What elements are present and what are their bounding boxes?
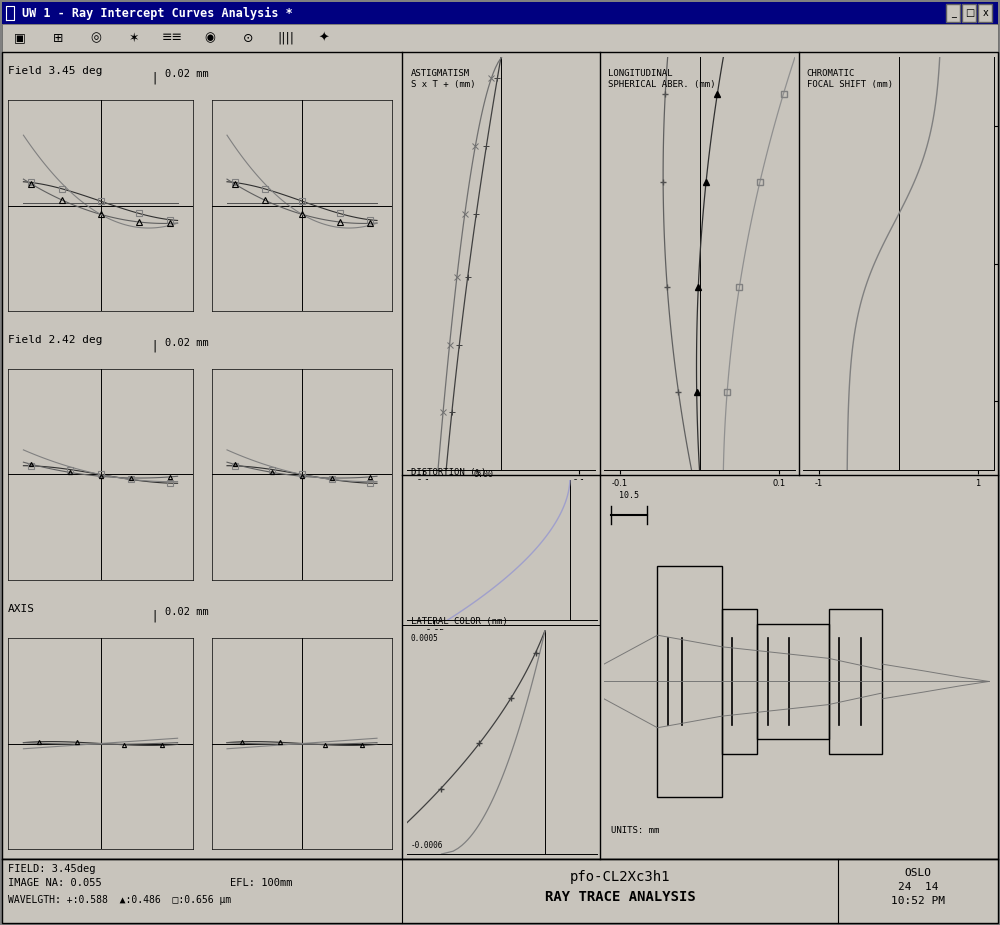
Text: 0.02 mm: 0.02 mm <box>165 607 209 617</box>
Bar <box>978 4 992 22</box>
Text: ⊙: ⊙ <box>243 31 253 44</box>
Bar <box>2 52 998 859</box>
Bar <box>946 4 960 22</box>
Text: □: □ <box>965 8 975 18</box>
Text: pfo-CL2Xc3h1: pfo-CL2Xc3h1 <box>570 870 670 884</box>
Bar <box>657 566 722 797</box>
Text: 10:52 PM: 10:52 PM <box>891 896 945 906</box>
Text: Field 3.45 deg: Field 3.45 deg <box>8 66 103 76</box>
Text: DISTORTION (%): DISTORTION (%) <box>411 468 486 477</box>
Bar <box>757 623 829 739</box>
Bar <box>2 859 998 923</box>
Text: UNITS: mm: UNITS: mm <box>611 826 660 835</box>
Text: ✦: ✦ <box>319 31 329 44</box>
Text: Field 2.42 deg: Field 2.42 deg <box>8 335 103 345</box>
Text: FIELD: 3.45deg: FIELD: 3.45deg <box>8 864 96 874</box>
Bar <box>2 24 998 52</box>
Text: ⊞: ⊞ <box>53 31 63 44</box>
Text: AXIS: AXIS <box>8 604 35 614</box>
Text: 10.5: 10.5 <box>619 491 639 500</box>
Text: 24  14: 24 14 <box>898 882 938 892</box>
Text: ◎: ◎ <box>91 31 101 44</box>
Text: |: | <box>153 71 157 84</box>
Bar <box>2 2 998 24</box>
Text: LONGITUDINAL
SPHERICAL ABER. (mm): LONGITUDINAL SPHERICAL ABER. (mm) <box>608 69 715 89</box>
Text: RAY TRACE ANALYSIS: RAY TRACE ANALYSIS <box>545 890 695 904</box>
Text: CHROMATIC
FOCAL SHIFT (mm): CHROMATIC FOCAL SHIFT (mm) <box>807 69 893 89</box>
Text: _: _ <box>952 8 956 18</box>
Bar <box>962 4 976 22</box>
Text: 0.02 mm: 0.02 mm <box>165 69 209 79</box>
Text: -0.0006: -0.0006 <box>411 841 443 849</box>
Bar <box>829 610 882 754</box>
Text: ▣: ▣ <box>14 31 26 44</box>
Text: |: | <box>153 340 157 353</box>
Text: ✶: ✶ <box>129 31 139 44</box>
Text: OSLO: OSLO <box>904 868 932 878</box>
Text: 0.02 mm: 0.02 mm <box>165 338 209 348</box>
Text: ASTIGMATISM
S x T + (mm): ASTIGMATISM S x T + (mm) <box>411 69 475 89</box>
Text: ≡≡: ≡≡ <box>162 31 182 44</box>
Bar <box>722 610 757 754</box>
Text: 0.00: 0.00 <box>474 470 494 478</box>
Text: x: x <box>983 8 989 18</box>
Text: ◉: ◉ <box>205 31 215 44</box>
Text: WAVELGTH: +:0.588  ▲:0.486  □:0.656 μm: WAVELGTH: +:0.588 ▲:0.486 □:0.656 μm <box>8 895 231 905</box>
Text: 0.0005: 0.0005 <box>411 635 439 644</box>
Text: IMAGE NA: 0.055: IMAGE NA: 0.055 <box>8 878 102 888</box>
Text: ||||: |||| <box>278 31 294 44</box>
Text: UW 1 - Ray Intercept Curves Analysis *: UW 1 - Ray Intercept Curves Analysis * <box>22 6 293 19</box>
Text: LATERAL COLOR (nm): LATERAL COLOR (nm) <box>411 617 508 625</box>
Text: EFL: 100mm: EFL: 100mm <box>230 878 292 888</box>
Text: |: | <box>153 609 157 622</box>
